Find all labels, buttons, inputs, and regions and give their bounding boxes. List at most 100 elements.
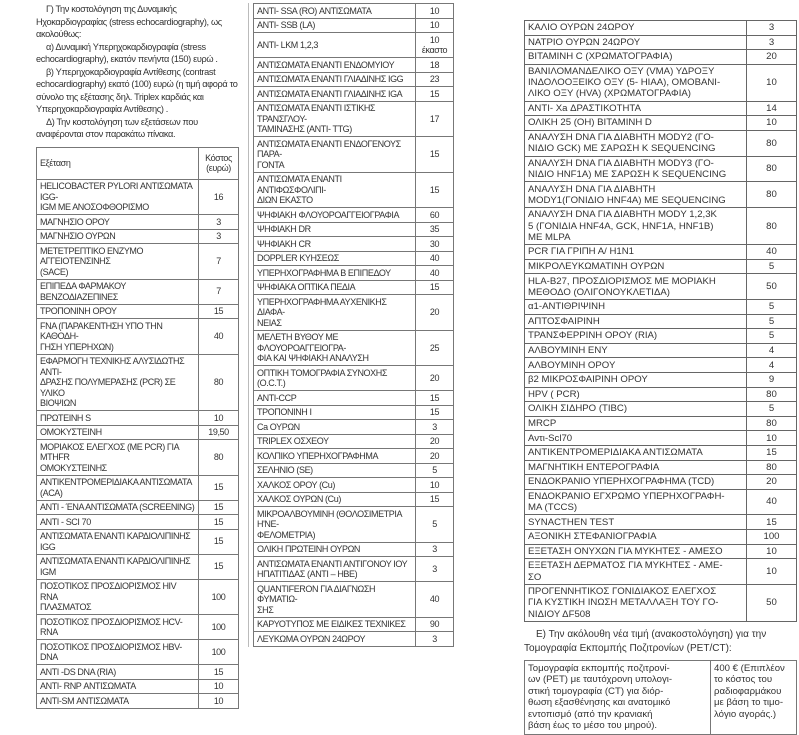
exam-cost: 20	[415, 294, 454, 331]
right-cost-table: ΚΑΛΙΟ ΟΥΡΩΝ 24ΩΡΟΥ 3 ΝΑΤΡΙΟ ΟΥΡΩΝ 24ΩΡΟΥ 3 Β…	[524, 20, 797, 622]
table-row: ΣΕΛΗΝΙΟ (SE) 5	[253, 462, 454, 478]
exam-name: ΕΠΙΠΕΔΑ ΦΑΡΜΑΚΟΥ ΒΕΝΖΟΔΙΑΖΕΠΙΝΕΣ	[36, 278, 199, 305]
table-row: ΨΗΦΙΑΚΗ ΦΛΟΥΟΡΟΑΓΓΕΙΟΓΡΑΦΙΑ 60	[253, 207, 454, 223]
table-row: ΕΞΕΤΑΣΗ ΔΕΡΜΑΤΟΣ ΓΙΑ ΜΥΚΗΤΕΣ - ΑΜΕ- ΣΟ 10	[524, 558, 797, 585]
exam-cost: 4	[746, 342, 797, 359]
exam-name: ΑΝΤΙΣΩΜΑΤΑ ΕΝΑΝΤΙ ΑΝΤΙΦΩΣΦΟΛΙΠΙ- ΔΙΩΝ ΕΚ…	[253, 171, 416, 208]
table-row: ANTI- SSB (LA) 10	[253, 17, 454, 33]
table-header-row: Εξέταση Κόστος (ευρώ)	[36, 146, 239, 180]
exam-name: ΠΡΟΓΕΝΝΗΤΙΚΟΣ ΓΟΝΙΔΙΑΚΟΣ ΕΛΕΓΧΟΣ ΓΙΑ ΚΥΣ…	[524, 583, 747, 622]
exam-cost: 10	[198, 693, 239, 709]
exam-cost: 4	[746, 357, 797, 374]
exam-cost: 15	[415, 404, 454, 420]
table-row: ΨΗΦΙΑΚΗ CR 30	[253, 236, 454, 252]
left-column: Γ) Την κοστολόγηση της Δυναμικής Ηχοκαρδ…	[36, 3, 240, 709]
exam-name: ΑΠΤΟΣΦΑΙΡΙΝΗ	[524, 313, 747, 330]
table-row: HPV ( PCR) 80	[524, 386, 797, 403]
exam-name: ΑΞΟΝΙΚΗ ΣΤΕΦΑΝΙΟΓΡΑΦΙΑ	[524, 529, 747, 545]
intro-paragraph: β) Υπερηχοκαρδιογραφία Αντίθεσης (contra…	[36, 66, 238, 115]
exam-name: ΟΛΙΚΗ ΠΡΩΤΕΙΝΗ ΟΥΡΩΝ	[253, 541, 416, 557]
exam-cost: 15	[198, 499, 239, 515]
middle-column: ANTI- SSA (RO) ΑΝΤΙΣΩΜΑΤΑ 10 ANTI- SSB (LA…	[248, 3, 454, 647]
table-row: ΨΗΦΙΑΚΑ ΟΠΤΙΚΑ ΠΕΔΙΑ 15	[253, 279, 454, 295]
exam-name: ΥΠΕΡΗΧΟΓΡΑΦΗΜΑ ΑΥΧΕΝΙΚΗΣ ΔΙΑΦΑ- ΝΕΙΑΣ	[253, 294, 416, 331]
table-row: ΠΟΣΟΤΙΚΟΣ ΠΡΟΣΔΙΟΡΙΣΜΟΣ HCV-RNA 100	[36, 614, 239, 640]
exam-cost: 5	[746, 401, 797, 417]
exam-cost: 20	[746, 49, 797, 65]
table-row: ΨΗΦΙΑΚΗ DR 35	[253, 221, 454, 237]
table-row: ΑΝΤΙΚΕΝΤΡΟΜΕΡΙΔΙΑΚΑ ΑΝΤΙΣΩΜΑΤΑ 15	[524, 444, 797, 461]
table-row: ΥΠΕΡΗΧΟΓΡΑΦΗΜΑ ΑΥΧΕΝΙΚΗΣ ΔΙΑΦΑ- ΝΕΙΑΣ 20	[253, 294, 454, 331]
exam-name: ΑΝΑΛΥΣΗ DNA ΓΙΑ ΔΙΑΒΗΤΗ MODY1(ΓΟΝΙΔΙΟ HN…	[524, 181, 747, 209]
table-row: Αντι-Scl70 10	[524, 430, 797, 446]
exam-cost: 10	[415, 3, 454, 19]
table-row: ΧΑΛΚΟΣ ΟΥΡΩΝ (Cu) 15	[253, 491, 454, 507]
exam-cost: 5	[746, 328, 797, 344]
table-row: ANTI -DS DNA (RIA) 15	[36, 664, 239, 680]
table-row: ANTI-CCP 15	[253, 390, 454, 406]
exam-cost: 10	[198, 410, 239, 426]
exam-cost: 400 € (Επιπλέον το κόστος του ραδιοφαρμά…	[710, 659, 797, 735]
exam-name: ΑΝΤΙΣΩΜΑΤΑ ΕΝΑΝΤΙ ΓΛΙΑΔΙΝΗΣ IGA	[253, 86, 416, 102]
exam-name: ANTI-CCP	[253, 390, 416, 406]
exam-name: ΥΠΕΡΗΧΟΓΡΑΦΗΜΑ Β ΕΠΙΠΕΔΟΥ	[253, 265, 416, 281]
exam-name: ΜΕΛΕΤΗ ΒΥΘΟΥ ΜΕ ΦΛΟΥΟΡΟΑΓΓΕΙΟΓΡΑ- ΦΙΑ ΚΑ…	[253, 329, 416, 366]
exam-cost: 50	[746, 583, 797, 622]
table-row: ΑΝΑΛΥΣΗ DNA ΓΙΑ ΔΙΑΒΗΤΗ MODY3 (ΓΟ- ΝΙΔΙΟ…	[524, 155, 797, 183]
exam-name: ΑΝΤΙΚΕΝΤΡΟΜΕΡΙΔΙΑΚΑ ΑΝΤΙΣΩΜΑΤΑ (ACA)	[36, 474, 199, 501]
exam-cost: 80	[198, 439, 239, 476]
exam-name: ΚΑΛΙΟ ΟΥΡΩΝ 24ΩΡΟΥ	[524, 20, 747, 36]
exam-name: ANTI -DS DNA (RIA)	[36, 664, 199, 680]
exam-cost: 30	[415, 236, 454, 252]
intro-paragraph: Γ) Την κοστολόγηση της Δυναμικής Ηχοκαρδ…	[36, 4, 222, 39]
table-row: ΟΛΙΚΗ ΣΙΔΗΡΟ (TIBC) 5	[524, 401, 797, 417]
exam-cost: 25	[415, 329, 454, 366]
exam-cost: 60	[415, 207, 454, 223]
table-row: ANTI- SSA (RO) ΑΝΤΙΣΩΜΑΤΑ 10	[253, 3, 454, 19]
table-row: Ca ΟΥΡΩΝ 3	[253, 419, 454, 435]
table-row: ΟΠΤΙΚΗ ΤΟΜΟΓΡΑΦΙΑ ΣΥΝΟΧΗΣ (O.C.T.) 20	[253, 365, 454, 391]
exam-cost: 10	[746, 115, 797, 131]
table-row: TRIPLEX ΟΣΧΕΟΥ 20	[253, 433, 454, 449]
table-row: ΚΑΛΙΟ ΟΥΡΩΝ 24ΩΡΟΥ 3	[524, 20, 797, 36]
exam-name: ΑΝΤΙΣΩΜΑΤΑ ΕΝΑΝΤΙ ΚΑΡΔΙΟΛΙΠΙΝΗΣ IGG	[36, 528, 199, 555]
exam-name: ΠΡΩΤΕΙΝΗ S	[36, 410, 199, 426]
table-row: ΕΦΑΡΜΟΓΗ ΤΕΧΝΙΚΗΣ ΑΛΥΣΙΔΩΤΗΣ ΑΝΤΙ- ΔΡΑΣΗ…	[36, 353, 239, 411]
pet-cost-table: Τομογραφία εκπομπής ποζιτρονί- ων (PET) …	[524, 659, 797, 735]
exam-name: ΑΝΑΛΥΣΗ DNA ΓΙΑ ΔΙΑΒΗΤΗ MODY2 (ΓΟ- ΝΙΔΙΟ…	[524, 129, 747, 157]
exam-cost: 100	[198, 578, 239, 615]
intro-paragraph: α) Δυναμική Υπερηχοκαρδιογραφία (stress …	[36, 41, 218, 65]
table-row: ΑΝΤΙΚΕΝΤΡΟΜΕΡΙΔΙΑΚΑ ΑΝΤΙΣΩΜΑΤΑ (ACA) 15	[36, 474, 239, 501]
table-row: ΜΑΓΝΗΣΙΟ ΟΡΟΥ 3	[36, 214, 239, 230]
exam-name: ΚΟΛΠΙΚΟ ΥΠΕΡΗΧΟΓΡΑΦΗΜΑ	[253, 448, 416, 464]
table-row: ΚΑΡΥΟΤΥΠΟΣ ΜΕ ΕΙΔΙΚΕΣ ΤΕΧΝΙΚΕΣ 90	[253, 616, 454, 632]
exam-name: ΧΑΛΚΟΣ ΟΡΟΥ (Cu)	[253, 477, 416, 493]
intro-text: Γ) Την κοστολόγηση της Δυναμικής Ηχοκαρδ…	[36, 3, 240, 141]
exam-name: ANTI- SSA (RO) ΑΝΤΙΣΩΜΑΤΑ	[253, 3, 416, 19]
exam-name: ΟΛΙΚΗ 25 (ΟΗ) ΒΙΤΑΜΙΝΗ D	[524, 115, 747, 131]
exam-cost: 23	[415, 71, 454, 87]
table-row: ΑΛΒΟΥΜΙΝΗ ΟΡΟΥ 4	[524, 357, 797, 374]
table-row: ΑΝΤΙΣΩΜΑΤΑ ΕΝΑΝΤΙ ΕΝΔΟΜΥΙΟΥ 18	[253, 57, 454, 73]
table-row: ΕΠΙΠΕΔΑ ΦΑΡΜΑΚΟΥ ΒΕΝΖΟΔΙΑΖΕΠΙΝΕΣ 7	[36, 278, 239, 305]
exam-name: ΜΑΓΝΗΤΙΚΗ ΕΝΤΕΡΟΓΡΑΦΙΑ	[524, 459, 747, 476]
table-row: HELICOBACTER PYLORI ΑΝΤΙΣΩΜΑΤΑ IGG- IGM …	[36, 178, 239, 215]
exam-name: ΨΗΦΙΑΚΗ ΦΛΟΥΟΡΟΑΓΓΕΙΟΓΡΑΦΙΑ	[253, 207, 416, 223]
table-row: DOPPLER ΚΥΗΣΕΩΣ 40	[253, 250, 454, 266]
exam-name: ANTI- RNP ΑΝΤΙΣΩΜΑΤΑ	[36, 678, 199, 694]
exam-cost: 5	[746, 299, 797, 315]
exam-cost: 40	[415, 265, 454, 281]
exam-cost: 15	[415, 171, 454, 208]
table-row: ΤΡΟΠΟΝΙΝΗ I 15	[253, 404, 454, 420]
exam-cost: 20	[746, 474, 797, 490]
table-row: ΠΡΩΤΕΙΝΗ S 10	[36, 410, 239, 426]
table-row: α1-ΑΝΤΙΘΡΙΨΙΝΗ 5	[524, 299, 797, 315]
exam-name: ANTI-SM ΑΝΤΙΣΩΜΑΤΑ	[36, 693, 199, 709]
exam-cost: 15	[198, 553, 239, 580]
exam-name: ΒΑΝΙΛΟΜΑΝΔΕΛΙΚΟ ΟΞΥ (VMA) ΥΔΡΟΞΥ ΙΝΔΟΛΟΟ…	[524, 63, 747, 102]
exam-name: ΜΙΚΡΟΛΕΥΚΩΜΑΤΙΝΗ ΟΥΡΩΝ	[524, 258, 747, 275]
exam-name: QUANTIFERON ΓΙΑ ΔΙΑΓΝΩΣΗ ΦΥΜΑΤΙΩ- ΣΗΣ	[253, 581, 416, 618]
exam-name: ΨΗΦΙΑΚΗ CR	[253, 236, 416, 252]
middle-cost-table: ANTI- SSA (RO) ΑΝΤΙΣΩΜΑΤΑ 10 ANTI- SSB (LA…	[253, 3, 454, 647]
exam-name: ΠΟΣΟΤΙΚΟΣ ΠΡΟΣΔΙΟΡΙΣΜΟΣ HBV-DNA	[36, 639, 199, 665]
